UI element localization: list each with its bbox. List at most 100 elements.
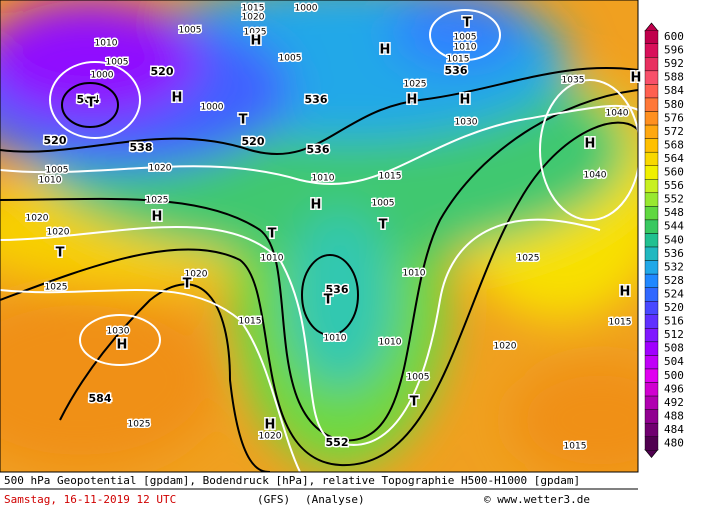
colorbar-label: 528 [664, 274, 684, 287]
pressure-label: 1025 [146, 196, 169, 206]
pressure-center: T [183, 277, 192, 292]
colorbar-swatch [644, 151, 659, 166]
colorbar-label: 580 [664, 98, 684, 111]
colorbar-label: 600 [664, 30, 684, 43]
pressure-label: 1005 [454, 33, 477, 43]
pressure-label: 1015 [379, 172, 402, 182]
colorbar-swatch [644, 179, 659, 194]
pressure-label: 1015 [447, 55, 470, 65]
geopotential-label: 520 [242, 135, 265, 148]
colorbar-label: 480 [664, 437, 684, 450]
pressure-center: H [620, 285, 631, 300]
pressure-label: 1010 [324, 334, 347, 344]
colorbar-swatch [644, 409, 659, 424]
pressure-label: 1010 [261, 254, 284, 264]
pressure-label: 1040 [606, 109, 629, 119]
pressure-label: 1030 [107, 327, 130, 337]
colorbar-top-arrow [644, 22, 659, 32]
colorbar-swatch [644, 301, 659, 315]
colorbar-swatch [644, 70, 659, 85]
colorbar-swatch [644, 111, 659, 126]
geopotential-label: 536 [326, 283, 349, 296]
colorbar-label: 572 [664, 125, 684, 138]
pressure-label: 1020 [494, 342, 517, 352]
footer-model: (GFS) [257, 493, 290, 506]
colorbar-label: 556 [664, 179, 684, 192]
colorbar-label: 576 [664, 111, 684, 124]
colorbar-swatch [644, 233, 659, 248]
geopotential-label: 504 [77, 93, 100, 106]
pressure-label: 1005 [46, 166, 69, 176]
pressure-center: T [379, 218, 388, 233]
pressure-label: 1030 [455, 118, 478, 128]
pressure-label: 1025 [244, 28, 267, 38]
colorbar-label: 508 [664, 342, 684, 355]
pressure-label: 1000 [295, 4, 318, 14]
pressure-center: H [631, 71, 642, 86]
footer-description: 500 hPa Geopotential [gpdam], Bodendruck… [4, 474, 580, 487]
pressure-label: 1020 [259, 432, 282, 442]
colorbar-swatch [644, 97, 659, 112]
colorbar-swatch [644, 287, 659, 302]
colorbar-swatch [644, 192, 659, 207]
pressure-center: T [56, 246, 65, 261]
pressure-label: 1025 [404, 80, 427, 90]
colorbar-label: 552 [664, 193, 684, 206]
colorbar-swatch [644, 57, 659, 72]
colorbar-label: 560 [664, 166, 684, 179]
colorbar-label: 488 [664, 409, 684, 422]
colorbar-label: 540 [664, 233, 684, 246]
pressure-label: 1015 [239, 317, 262, 327]
pressure-label: 1025 [45, 283, 68, 293]
colorbar-bottom-arrow [644, 449, 659, 458]
geopotential-label: 584 [89, 392, 112, 405]
geopotential-label: 538 [130, 141, 153, 154]
map-field [0, 0, 638, 472]
colorbar-swatch [644, 328, 659, 343]
colorbar-swatch [644, 273, 659, 288]
footer-copyright: © www.wetter3.de [484, 493, 590, 506]
pressure-center: H [407, 93, 418, 108]
pressure-label: 1010 [379, 338, 402, 348]
pressure-label: 1010 [39, 176, 62, 186]
colorbar-label: 564 [664, 152, 684, 165]
colorbar-label: 492 [664, 396, 684, 409]
geopotential-label: 536 [305, 93, 328, 106]
colorbar-label: 592 [664, 57, 684, 70]
pressure-center: H [152, 210, 163, 225]
pressure-center: T [410, 395, 419, 410]
pressure-center: T [268, 227, 277, 242]
pressure-label: 1010 [312, 174, 335, 184]
colorbar-swatch [644, 382, 659, 397]
colorbar-label: 544 [664, 220, 684, 233]
pressure-label: 1015 [609, 318, 632, 328]
pressure-label: 1005 [179, 26, 202, 36]
colorbar-label: 504 [664, 355, 684, 368]
pressure-center: T [239, 113, 248, 128]
geopotential-label: 520 [44, 134, 67, 147]
footer-run: (Analyse) [305, 493, 365, 506]
colorbar-swatch [644, 124, 659, 139]
colorbar-label: 548 [664, 206, 684, 219]
geopotential-label: 552 [326, 436, 349, 449]
colorbar-label: 500 [664, 369, 684, 382]
colorbar-label: 588 [664, 71, 684, 84]
pressure-center: T [463, 16, 472, 31]
pressure-label: 1010 [95, 39, 118, 49]
pressure-label: 1000 [91, 71, 114, 81]
pressure-center: H [117, 338, 128, 353]
pressure-label: 1005 [106, 58, 129, 68]
pressure-label: 1000 [201, 103, 224, 113]
colorbar-swatch [644, 30, 659, 44]
geopotential-label: 536 [307, 143, 330, 156]
colorbar-label: 596 [664, 44, 684, 57]
colorbar-swatch [644, 260, 659, 275]
colorbar-label: 496 [664, 382, 684, 395]
colorbar-swatch [644, 165, 659, 180]
colorbar-label: 532 [664, 260, 684, 273]
colorbar-swatch [644, 84, 659, 99]
colorbar-label: 520 [664, 301, 684, 314]
colorbar-label: 584 [664, 84, 684, 97]
colorbar-swatch [644, 219, 659, 234]
